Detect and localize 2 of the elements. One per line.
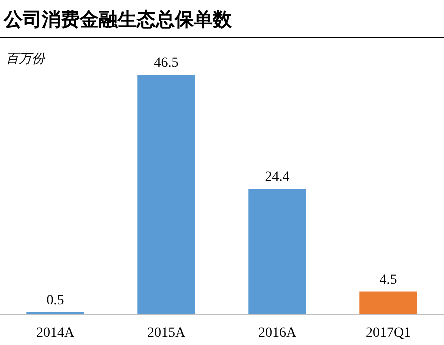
title: 公司消费金融生态总保单数: [4, 10, 232, 31]
ylabel: 百万份: [6, 51, 45, 66]
